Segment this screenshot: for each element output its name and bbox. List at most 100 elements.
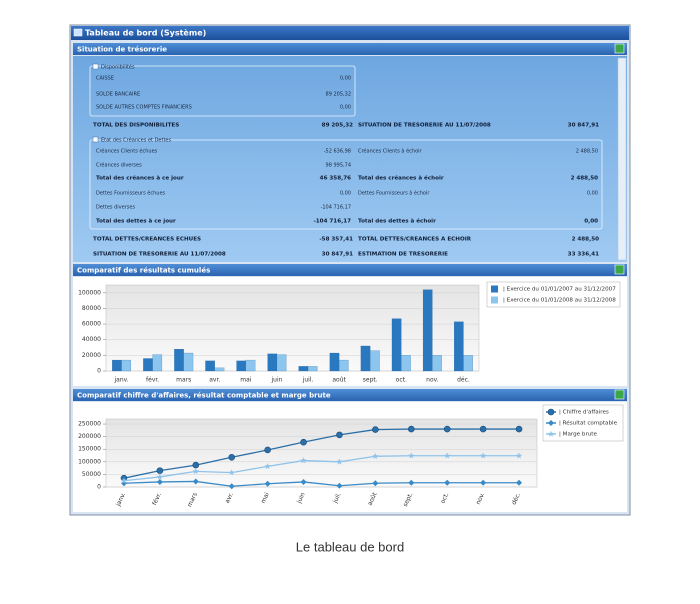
x-tick-label: févr. — [146, 377, 159, 384]
row-value: -52 636,98 — [324, 149, 351, 155]
marker — [336, 431, 343, 439]
bar — [454, 321, 464, 372]
row-value: 33 336,41 — [568, 252, 599, 258]
bar — [432, 355, 442, 372]
bar — [205, 360, 215, 372]
row-value: 0,00 — [587, 191, 598, 197]
group-title: Etat des Créances et Dettes — [101, 137, 171, 144]
marker — [156, 473, 164, 480]
group-box — [89, 65, 356, 117]
caption: Le tableau de bord — [296, 539, 404, 554]
marker — [408, 479, 415, 486]
line — [123, 480, 520, 487]
row-label: Créances diverses — [96, 162, 142, 169]
legend — [542, 404, 624, 442]
marker — [156, 478, 163, 485]
y-tick-label: 60000 — [82, 321, 101, 328]
x-tick-label: juin — [295, 491, 306, 505]
row-value: 89 205,32 — [326, 92, 351, 98]
marker — [444, 479, 451, 486]
collapse-button[interactable] — [92, 63, 99, 70]
y-tick-label: 100000 — [78, 289, 101, 296]
row-value: -104 716,17 — [313, 219, 351, 225]
group-title: Disponibilités — [101, 64, 135, 71]
title-bar — [71, 26, 629, 40]
plot-area — [105, 284, 480, 372]
marker — [408, 452, 415, 459]
y-tick-label: 40000 — [82, 336, 101, 343]
row-label: Total des créances à ce jour — [96, 175, 184, 182]
row-label: TOTAL DETTES/CREANCES A ECHOIR — [358, 237, 472, 243]
refresh-button[interactable] — [614, 389, 625, 400]
row-value: 0,00 — [340, 191, 351, 197]
row-label: Dettes Fournisseurs échues — [96, 190, 166, 197]
marker — [300, 457, 307, 464]
row-label: SITUATION DE TRESORERIE AU 11/07/2008 — [93, 252, 226, 258]
row-label: Total des dettes à échoir — [358, 218, 436, 225]
row-value: -104 716,17 — [321, 205, 351, 211]
legend-label: | Exercice du 01/01/2008 au 31/12/2008 — [503, 298, 616, 304]
row-label: SOLDE BANCAIRE — [96, 92, 140, 98]
marker — [228, 469, 235, 476]
x-tick-label: nov. — [475, 491, 487, 505]
bar — [329, 352, 340, 372]
y-tick-label: 150000 — [78, 446, 101, 453]
marker — [443, 452, 451, 459]
bar — [276, 354, 287, 372]
refresh-button[interactable] — [614, 43, 625, 54]
x-tick-label: juil. — [302, 377, 314, 384]
x-tick-label: mai — [240, 377, 252, 384]
row-label: SITUATION DE TRESORERIE AU 11/07/2008 — [358, 123, 491, 129]
bar — [298, 366, 309, 372]
marker — [407, 425, 415, 433]
row-label: Dettes diverses — [96, 205, 135, 211]
row-value: 2 488,50 — [572, 237, 600, 243]
legend-label: | Marge brute — [559, 432, 597, 438]
panel-title: Comparatif chiffre d'affaires, résultat … — [77, 392, 331, 400]
x-tick-label: mars — [176, 377, 191, 384]
row-value: -58 357,41 — [319, 237, 353, 243]
y-tick-label: 200000 — [78, 433, 101, 440]
bar — [112, 359, 122, 372]
y-tick-label: 100000 — [78, 458, 101, 465]
marker — [336, 458, 343, 465]
row-value: 30 847,91 — [322, 252, 353, 258]
x-tick-label: déc. — [457, 377, 470, 384]
scrollbar[interactable] — [617, 57, 627, 261]
row-value: 46 358,76 — [320, 176, 351, 182]
marker — [192, 461, 200, 469]
row-label: Créances Clients à échoir — [358, 148, 423, 155]
marker — [264, 462, 271, 470]
bar — [360, 345, 371, 372]
marker — [372, 452, 379, 460]
collapse-button[interactable] — [92, 136, 99, 143]
row-label: CAISSE — [96, 76, 114, 82]
marker — [300, 438, 307, 446]
y-tick-label: 0 — [97, 484, 101, 491]
x-tick-label: oct. — [439, 491, 450, 504]
bar — [463, 355, 473, 372]
bar — [236, 360, 246, 372]
row-value: 30 847,91 — [568, 123, 599, 129]
x-tick-label: févr. — [151, 491, 163, 506]
row-label: Créances Clients échues — [96, 148, 158, 155]
row-value: 2 488,50 — [571, 176, 599, 182]
bar — [121, 359, 131, 372]
y-tick-label: 20000 — [82, 352, 101, 359]
bar — [422, 289, 433, 372]
marker — [192, 478, 199, 485]
bar — [245, 359, 256, 372]
y-tick-label: 50000 — [82, 471, 101, 478]
group-box — [89, 139, 603, 230]
x-tick-label: sept. — [363, 377, 378, 384]
x-tick-label: mai — [260, 491, 271, 504]
panel-title: Situation de trésorerie — [77, 46, 167, 54]
y-tick-label: 250000 — [78, 421, 101, 428]
marker — [264, 480, 271, 487]
bar — [143, 358, 153, 372]
legend-label: | Résultat comptable — [559, 420, 618, 427]
refresh-button[interactable] — [614, 264, 625, 275]
marker — [547, 430, 555, 437]
legend-label: | Exercice du 01/01/2007 au 31/12/2007 — [503, 287, 616, 293]
